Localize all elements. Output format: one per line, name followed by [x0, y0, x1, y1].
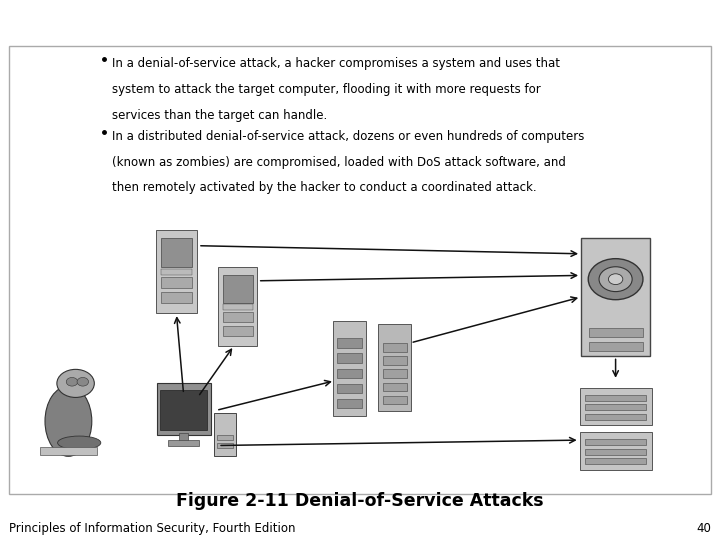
Bar — [215, 413, 236, 456]
Bar — [582, 238, 649, 356]
Ellipse shape — [45, 386, 92, 456]
Text: In a distributed denial-of-service attack, dozens or even hundreds of computers: In a distributed denial-of-service attac… — [112, 130, 584, 143]
Bar — [383, 356, 407, 365]
Bar — [161, 238, 192, 267]
Bar — [157, 383, 210, 435]
Bar — [589, 328, 643, 337]
Bar — [222, 275, 253, 302]
Circle shape — [608, 274, 623, 285]
Bar — [585, 414, 646, 420]
Bar — [378, 324, 411, 411]
Text: (known as zombies) are compromised, loaded with DoS attack software, and: (known as zombies) are compromised, load… — [112, 156, 565, 168]
Bar — [161, 292, 192, 303]
Circle shape — [599, 267, 632, 292]
Bar — [585, 404, 646, 410]
Bar — [222, 326, 253, 336]
Bar — [160, 390, 207, 430]
Bar — [217, 435, 233, 440]
Circle shape — [77, 377, 89, 386]
Bar — [580, 388, 652, 426]
Circle shape — [66, 377, 78, 386]
Bar — [161, 269, 192, 275]
Bar — [383, 343, 407, 352]
Bar — [585, 395, 646, 401]
Bar — [383, 369, 407, 378]
Bar — [383, 383, 407, 391]
Text: Figure 2-11 Denial-of-Service Attacks: Figure 2-11 Denial-of-Service Attacks — [176, 492, 544, 510]
Bar — [40, 447, 97, 455]
Text: Principles of Information Security, Fourth Edition: Principles of Information Security, Four… — [9, 522, 295, 535]
Bar — [156, 230, 197, 313]
Bar — [217, 443, 233, 448]
Circle shape — [588, 259, 643, 300]
Bar — [338, 368, 361, 378]
Bar — [585, 458, 646, 464]
Bar — [338, 383, 361, 393]
Bar — [217, 267, 258, 346]
Bar — [580, 432, 652, 470]
Ellipse shape — [58, 436, 101, 449]
Bar — [161, 277, 192, 288]
Bar — [222, 312, 253, 322]
Text: 40: 40 — [696, 522, 711, 535]
Bar — [585, 449, 646, 455]
Text: In a denial-of-service attack, a hacker compromises a system and uses that: In a denial-of-service attack, a hacker … — [112, 57, 559, 70]
Bar — [9, 46, 711, 494]
Text: then remotely activated by the hacker to conduct a coordinated attack.: then remotely activated by the hacker to… — [112, 181, 536, 194]
Bar — [222, 304, 253, 309]
Text: services than the target can handle.: services than the target can handle. — [112, 109, 327, 122]
Bar — [338, 399, 361, 408]
Bar — [333, 321, 366, 416]
Circle shape — [57, 369, 94, 397]
Bar — [585, 440, 646, 445]
Bar — [168, 440, 199, 445]
Bar — [589, 342, 643, 351]
Bar — [179, 433, 188, 441]
Text: system to attack the target computer, flooding it with more requests for: system to attack the target computer, fl… — [112, 83, 540, 96]
Bar — [338, 338, 361, 348]
Bar — [338, 354, 361, 363]
Bar — [383, 396, 407, 404]
